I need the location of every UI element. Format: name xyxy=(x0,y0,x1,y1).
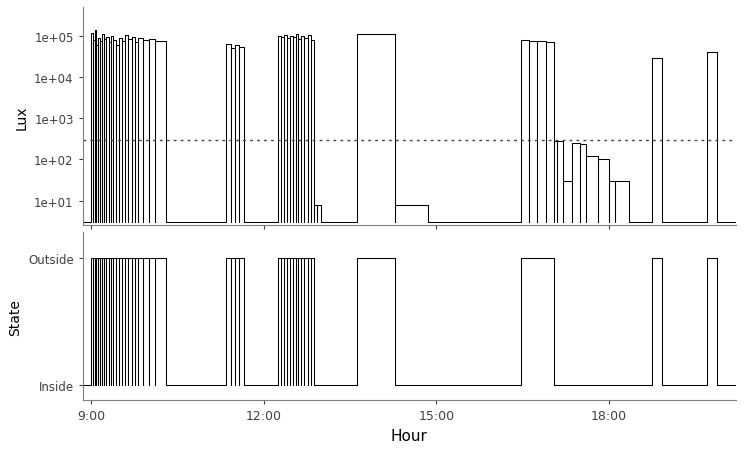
X-axis label: Hour: Hour xyxy=(391,428,428,443)
Y-axis label: Lux: Lux xyxy=(15,105,28,129)
Y-axis label: State: State xyxy=(8,298,22,335)
